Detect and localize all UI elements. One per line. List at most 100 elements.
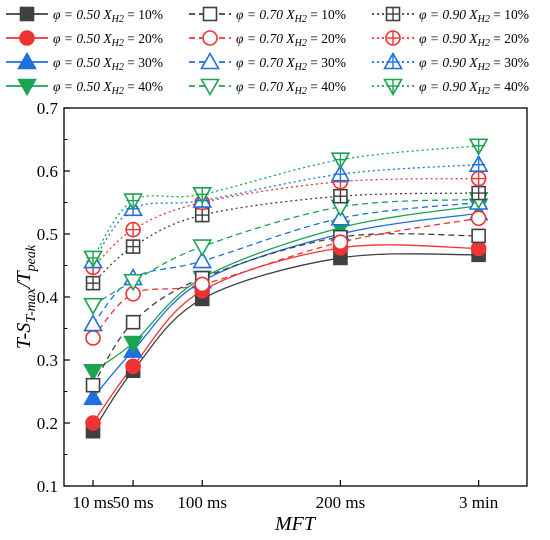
legend-marker	[385, 30, 401, 46]
data-point-s5-1	[85, 377, 101, 393]
series-markers	[83, 138, 489, 439]
y-tick-label: 0.7	[37, 99, 59, 118]
data-point-s9-4	[333, 188, 348, 204]
legend-marker	[202, 6, 218, 22]
series-line-3	[92, 212, 479, 399]
data-point-s9-2	[125, 239, 141, 254]
data-point-s3-1	[83, 387, 103, 406]
legend-marker	[19, 6, 35, 22]
legend: φ = 0.50 XH2 = 10% φ = 0.50 XH2 = 20% φ = …	[6, 6, 529, 97]
legend-label: φ = 0.50 XH2 = 30%	[53, 55, 163, 73]
legend-marker	[200, 51, 220, 70]
data-point-s7-3	[192, 250, 213, 269]
x-tick-label: 3 min	[459, 493, 499, 512]
legend-label: φ = 0.70 XH2 = 30%	[236, 55, 346, 73]
legend-item-4: φ = 0.50 XH2 = 40%	[6, 78, 163, 97]
data-point-s6-5	[470, 210, 487, 227]
data-point-s8-2	[123, 273, 143, 292]
legend-item-12: φ = 0.90 XH2 = 40%	[372, 78, 529, 97]
data-point-s5-2	[125, 314, 141, 330]
y-tick-label: 0.2	[37, 414, 58, 433]
data-point-s5-5	[471, 228, 486, 244]
series-line-9	[92, 192, 479, 284]
legend-label: φ = 0.70 XH2 = 40%	[236, 79, 346, 97]
legend-marker	[17, 78, 37, 97]
data-point-s6-1	[85, 330, 101, 346]
data-point-s4-1	[83, 364, 103, 382]
legend-marker	[383, 78, 403, 97]
legend-item-9: φ = 0.90 XH2 = 10%	[372, 6, 529, 25]
y-axis-label-sub: T-max	[24, 287, 39, 323]
legend-label: φ = 0.70 XH2 = 20%	[236, 31, 346, 49]
data-point-s2-2	[125, 358, 141, 375]
legend-item-1: φ = 0.50 XH2 = 10%	[6, 6, 163, 25]
x-tick-label: 50 ms	[113, 493, 154, 512]
y-axis-label-mid: /T	[13, 269, 35, 289]
y-axis-label: T-ST-max/Tpeak	[13, 244, 39, 349]
data-point-s2-5	[470, 240, 487, 257]
data-point-s12-3	[192, 187, 213, 205]
y-axis-label-sub2: peak	[24, 244, 39, 272]
legend-item-5: φ = 0.70 XH2 = 10%	[189, 6, 346, 25]
legend-marker	[200, 78, 220, 97]
data-point-s9-1	[85, 275, 101, 291]
series-curves	[92, 145, 479, 432]
legend-label: φ = 0.90 XH2 = 10%	[419, 7, 529, 25]
data-point-s11-5	[468, 154, 489, 172]
y-tick-label: 0.3	[37, 351, 58, 370]
data-point-s12-2	[123, 193, 143, 211]
data-point-s6-4	[332, 234, 349, 250]
y-axis-label-base: T-S	[13, 323, 35, 349]
legend-label: φ = 0.90 XH2 = 30%	[419, 55, 529, 73]
y-tick-label: 0.4	[37, 288, 59, 307]
legend-label: φ = 0.70 XH2 = 10%	[236, 7, 346, 25]
legend-label: φ = 0.50 XH2 = 40%	[53, 79, 163, 97]
legend-label: φ = 0.90 XH2 = 40%	[419, 79, 529, 97]
data-point-s4-2	[123, 335, 143, 354]
data-point-s7-4	[330, 208, 351, 226]
legend-item-2: φ = 0.50 XH2 = 20%	[6, 30, 163, 49]
y-axis: 0.1 0.2 0.3 0.4 0.5 0.6 0.7	[37, 99, 70, 496]
data-point-s10-2	[125, 221, 141, 238]
data-point-s2-1	[85, 415, 101, 431]
data-point-s12-4	[330, 152, 351, 170]
x-axis-label: MFT	[274, 513, 317, 535]
y-tick-label: 0.5	[37, 225, 58, 244]
series-line-11	[92, 164, 479, 262]
legend-marker	[17, 51, 37, 70]
legend-label: φ = 0.50 XH2 = 20%	[53, 31, 163, 49]
legend-item-10: φ = 0.90 XH2 = 20%	[372, 30, 529, 49]
legend-label: φ = 0.50 XH2 = 10%	[53, 7, 163, 25]
legend-item-8: φ = 0.70 XH2 = 40%	[189, 78, 346, 97]
x-tick-label: 10 ms	[72, 493, 113, 512]
series-line-10	[92, 177, 479, 268]
series-line-5	[92, 233, 479, 386]
legend-marker	[19, 30, 35, 46]
x-tick-label: 200 ms	[316, 493, 366, 512]
data-point-s11-4	[330, 164, 351, 182]
y-tick-label: 0.1	[37, 477, 58, 496]
legend-marker	[385, 6, 401, 22]
data-point-s12-1	[83, 250, 103, 269]
y-tick-label: 0.6	[37, 162, 58, 181]
legend-item-6: φ = 0.70 XH2 = 20%	[189, 30, 346, 49]
legend-marker	[383, 51, 403, 70]
data-point-s8-1	[83, 297, 103, 316]
legend-item-7: φ = 0.70 XH2 = 30%	[189, 51, 346, 73]
data-point-s8-3	[192, 239, 213, 257]
data-point-s9-3	[194, 207, 210, 223]
legend-item-3: φ = 0.50 XH2 = 30%	[6, 51, 163, 73]
data-point-s9-5	[471, 185, 486, 201]
legend-marker	[202, 30, 218, 46]
data-point-s10-5	[470, 170, 487, 187]
legend-item-11: φ = 0.90 XH2 = 30%	[372, 51, 529, 73]
series-line-12	[92, 145, 479, 259]
data-point-s7-1	[83, 313, 103, 332]
series-line-1	[92, 253, 479, 432]
x-tick-label: 100 ms	[177, 493, 227, 512]
series-line-8	[92, 198, 479, 306]
legend-label: φ = 0.90 XH2 = 20%	[419, 31, 529, 49]
data-point-s12-5	[468, 138, 489, 156]
